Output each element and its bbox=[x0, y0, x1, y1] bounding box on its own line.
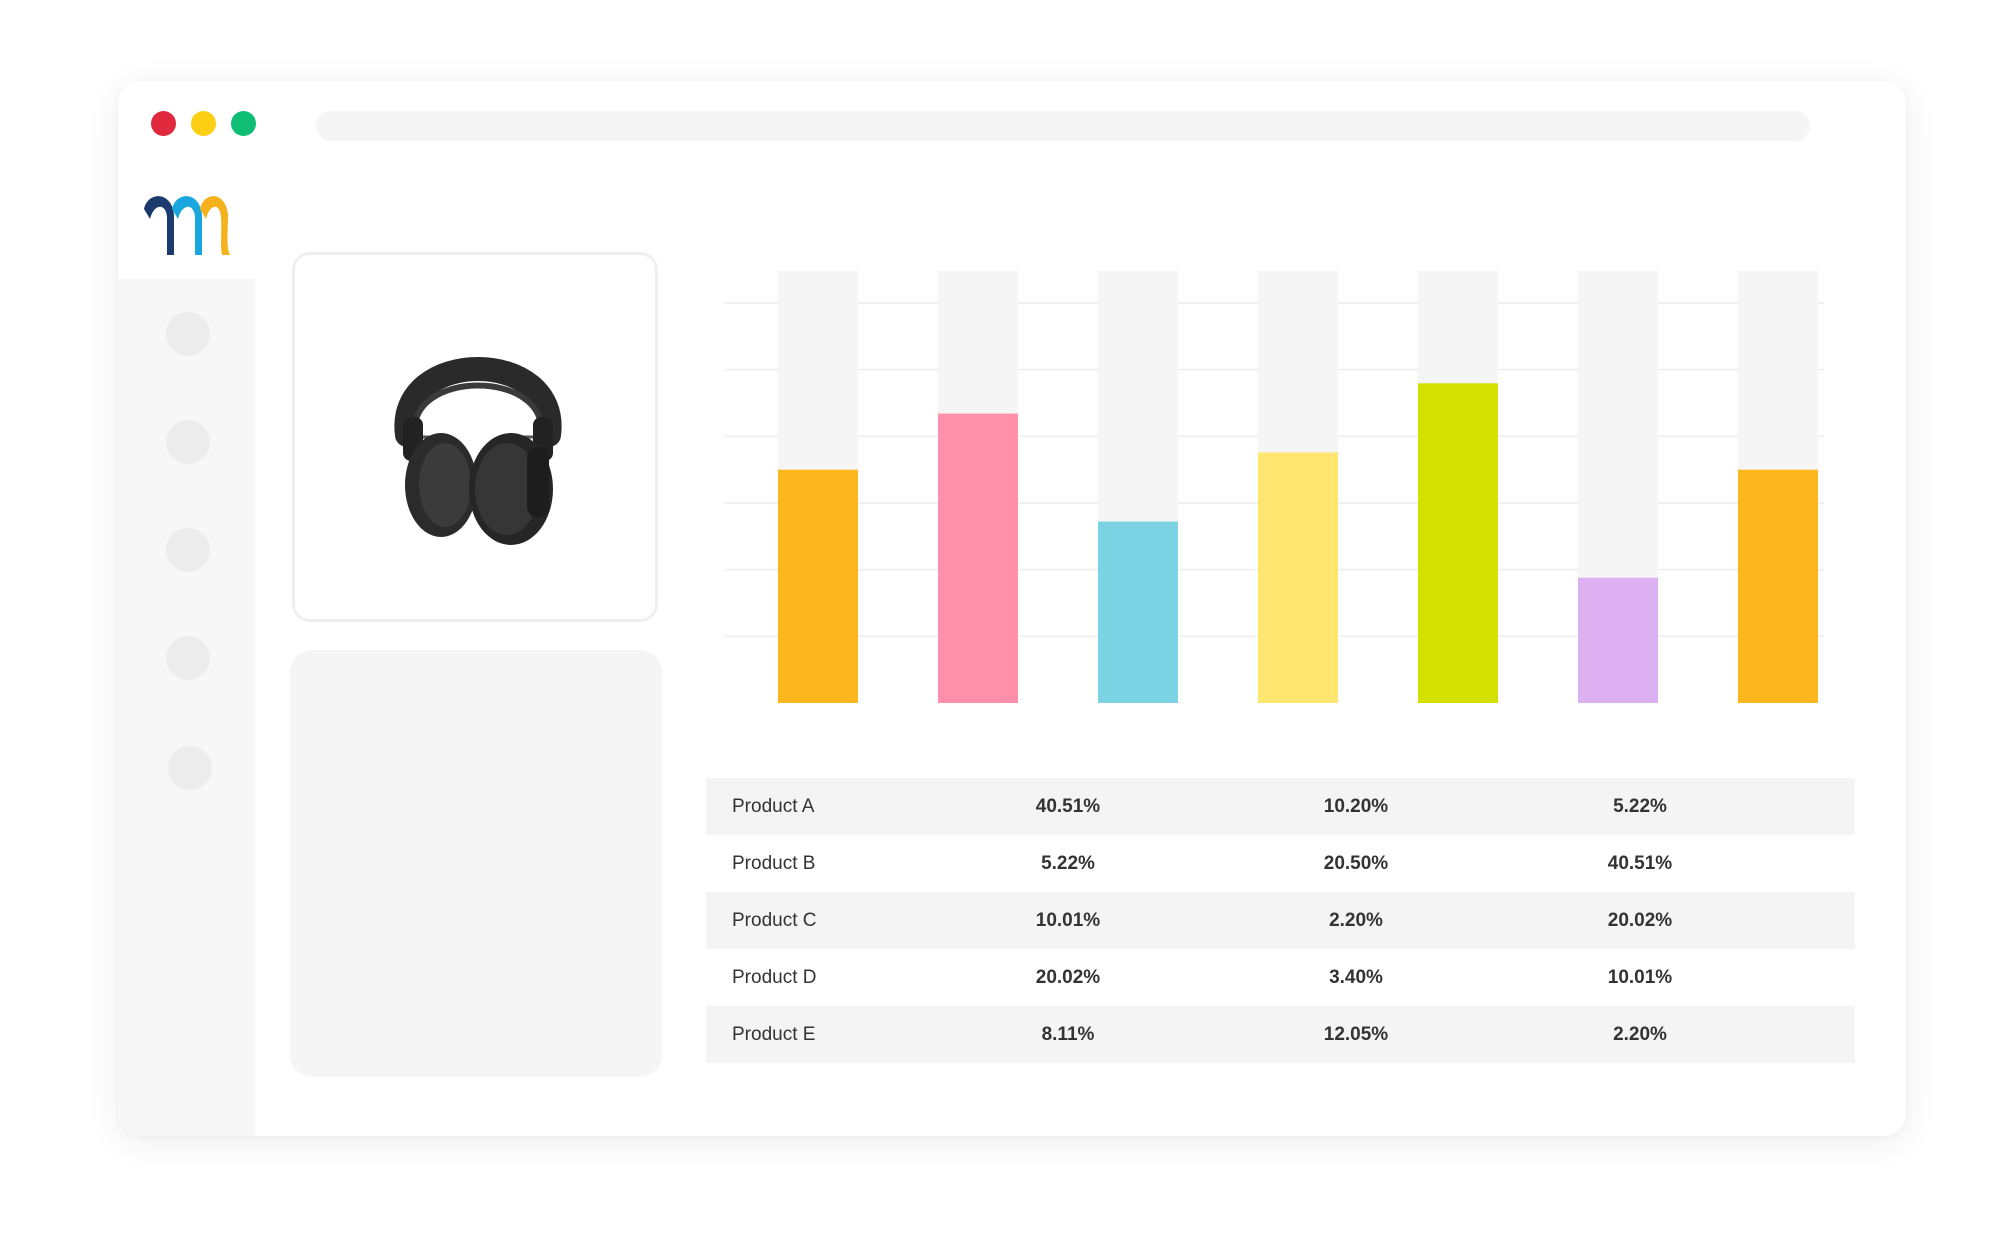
maximize-window-button[interactable] bbox=[231, 111, 256, 136]
row-label: Product A bbox=[706, 778, 924, 835]
cell-value: 5.22% bbox=[1500, 778, 1780, 835]
cell-value: 12.05% bbox=[1212, 1006, 1500, 1063]
cell-value: 40.51% bbox=[924, 778, 1212, 835]
cell-value: 10.20% bbox=[1212, 778, 1500, 835]
row-filler bbox=[1780, 835, 1855, 892]
row-label: Product E bbox=[706, 1006, 924, 1063]
cell-value: 2.20% bbox=[1500, 1006, 1780, 1063]
bar-7[interactable] bbox=[1738, 469, 1818, 703]
sidebar-item-4[interactable] bbox=[166, 636, 210, 680]
sidebar-item-5[interactable] bbox=[168, 746, 212, 790]
table-row: Product A 40.51% 10.20% 5.22% bbox=[706, 778, 1855, 835]
app-window: Product A 40.51% 10.20% 5.22% Product B … bbox=[118, 81, 1906, 1136]
cell-value: 20.02% bbox=[1035, 966, 1101, 988]
cell-value: 10.01% bbox=[1607, 966, 1673, 988]
info-card-placeholder bbox=[290, 650, 662, 1077]
headphones-icon bbox=[394, 357, 562, 545]
sidebar bbox=[118, 279, 255, 1136]
bar-3[interactable] bbox=[1098, 521, 1178, 703]
table-row: Product D 20.02% 3.40% 10.01% bbox=[706, 949, 1855, 1006]
bar-chart bbox=[724, 271, 1824, 703]
table-row: Product C 10.01% 2.20% 20.02% bbox=[706, 892, 1855, 949]
table-row: Product B 5.22% 20.50% 40.51% bbox=[706, 835, 1855, 892]
bar-2[interactable] bbox=[938, 413, 1018, 703]
cell-value: 5.22% bbox=[1041, 852, 1095, 874]
cell-value: 20.02% bbox=[1500, 892, 1780, 949]
cell-value: 2.20% bbox=[1212, 892, 1500, 949]
row-label: Product B bbox=[732, 852, 816, 874]
brand-logo bbox=[144, 196, 230, 255]
table-row: Product E 8.11% 12.05% 2.20% bbox=[706, 1006, 1855, 1063]
sidebar-item-2[interactable] bbox=[166, 420, 210, 464]
bar-4[interactable] bbox=[1258, 452, 1338, 703]
close-window-button[interactable] bbox=[151, 111, 176, 136]
row-label: Product C bbox=[706, 892, 924, 949]
product-table: Product A 40.51% 10.20% 5.22% Product B … bbox=[706, 778, 1855, 1063]
row-filler bbox=[1780, 892, 1855, 949]
cell-value: 3.40% bbox=[1329, 966, 1383, 988]
cell-value: 8.11% bbox=[924, 1006, 1212, 1063]
cell-value: 40.51% bbox=[1607, 852, 1673, 874]
row-filler bbox=[1780, 778, 1855, 835]
sidebar-item-3[interactable] bbox=[166, 528, 210, 572]
bar-1[interactable] bbox=[778, 469, 858, 703]
row-filler bbox=[1780, 949, 1855, 1006]
sidebar-item-1[interactable] bbox=[166, 312, 210, 356]
minimize-window-button[interactable] bbox=[191, 111, 216, 136]
cell-value: 20.50% bbox=[1323, 852, 1389, 874]
cell-value: 10.01% bbox=[924, 892, 1212, 949]
bar-6[interactable] bbox=[1578, 577, 1658, 703]
row-label: Product D bbox=[732, 966, 817, 988]
address-bar[interactable] bbox=[316, 111, 1810, 141]
product-card[interactable] bbox=[292, 252, 658, 622]
bar-5[interactable] bbox=[1418, 383, 1498, 703]
row-filler bbox=[1780, 1006, 1855, 1063]
